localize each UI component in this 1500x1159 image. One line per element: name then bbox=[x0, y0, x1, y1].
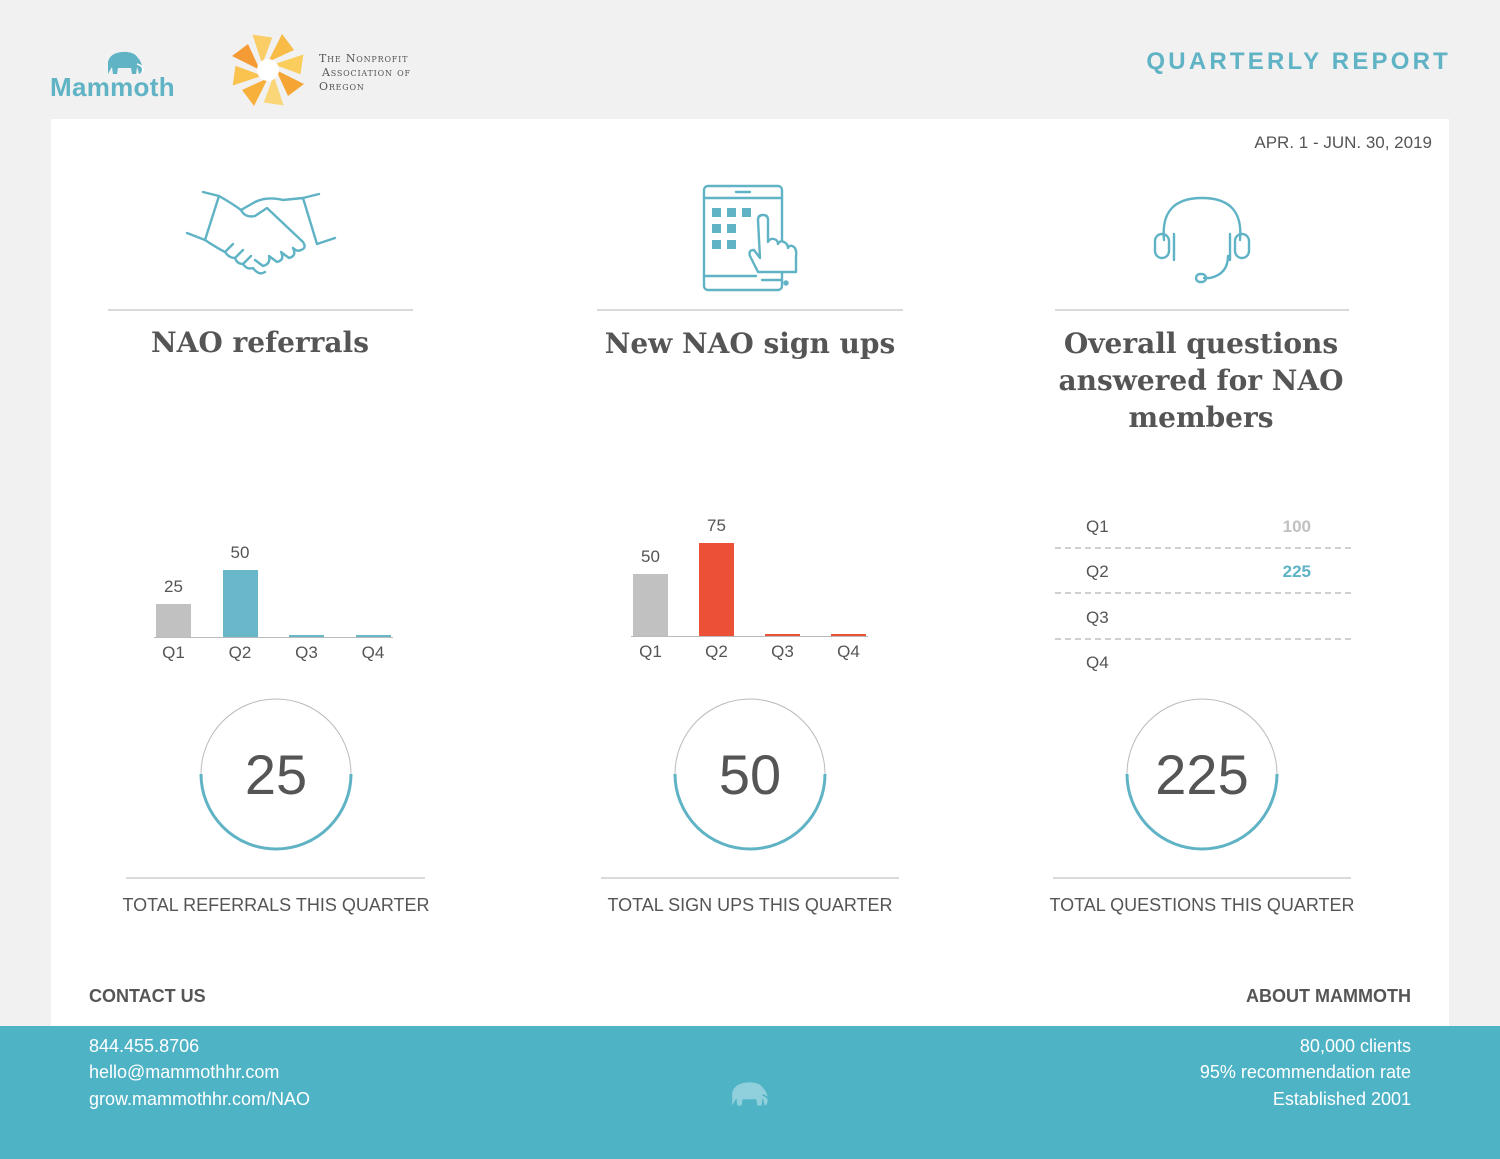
sunburst-petal bbox=[263, 75, 284, 106]
referrals-total-label: TOTAL REFERRALS THIS QUARTER bbox=[122, 895, 430, 915]
signups-total-label: TOTAL SIGN UPS THIS QUARTER bbox=[607, 895, 893, 915]
mammoth-icon bbox=[108, 51, 144, 74]
bar-category-label: Q3 bbox=[295, 643, 318, 662]
divider bbox=[597, 309, 903, 311]
total-ring bbox=[673, 698, 827, 851]
contact-url[interactable]: grow.mammothhr.com/NAO bbox=[89, 1089, 311, 1109]
sunburst-petal bbox=[242, 78, 268, 106]
bar-q2 bbox=[699, 543, 734, 636]
about-established: Established 2001 bbox=[1272, 1089, 1411, 1109]
bar-q4 bbox=[355, 635, 391, 637]
bar-q3 bbox=[765, 634, 800, 636]
partner-name-line: Association of bbox=[322, 66, 411, 79]
tablet-touch-icon bbox=[702, 184, 798, 292]
bar-q4 bbox=[831, 634, 866, 636]
table-quarter-label: Q2 bbox=[1086, 562, 1109, 581]
questions-heading-line: Overall questions bbox=[1063, 327, 1339, 360]
signups-total: 50 bbox=[718, 743, 782, 806]
bar-category-label: Q4 bbox=[837, 642, 860, 661]
bar-category-label: Q2 bbox=[228, 643, 252, 662]
sunburst-petal bbox=[276, 70, 304, 96]
partner-name-line: Oregon bbox=[319, 80, 365, 93]
brand-logo-text: Mammoth bbox=[50, 72, 175, 102]
mammoth-footer-icon bbox=[732, 1082, 770, 1106]
questions-heading: Overall questions answered for NAO membe… bbox=[1040, 325, 1362, 436]
bar-category-label: Q1 bbox=[639, 642, 662, 661]
bar-value-label: 50 bbox=[230, 543, 250, 562]
bar-category-label: Q3 bbox=[771, 642, 794, 661]
contact-title: CONTACT US bbox=[89, 986, 206, 1006]
table-row-divider bbox=[1055, 592, 1351, 594]
bar-category-label: Q4 bbox=[361, 643, 385, 662]
table-row-divider bbox=[1055, 638, 1351, 640]
sunburst-petal bbox=[252, 34, 273, 65]
divider bbox=[126, 877, 425, 879]
divider bbox=[108, 309, 413, 311]
about-recommendation: 95% recommendation rate bbox=[1199, 1062, 1411, 1082]
divider bbox=[601, 877, 899, 879]
sunburst-petal bbox=[268, 34, 294, 62]
table-row-divider bbox=[1055, 547, 1351, 549]
bar-q2 bbox=[222, 570, 258, 637]
bar-category-label: Q1 bbox=[162, 643, 185, 662]
referrals-total: 25 bbox=[244, 743, 308, 806]
contact-email[interactable]: hello@mammothhr.com bbox=[89, 1062, 280, 1082]
sunburst-petal bbox=[232, 65, 263, 86]
signups-heading: New NAO sign ups bbox=[604, 327, 896, 360]
questions-heading-line: members bbox=[1128, 401, 1274, 434]
questions-total-label: TOTAL QUESTIONS THIS QUARTER bbox=[1049, 895, 1355, 915]
table-quarter-label: Q3 bbox=[1086, 608, 1109, 627]
about-title: ABOUT MAMMOTH bbox=[1246, 986, 1411, 1006]
table-quarter-label: Q4 bbox=[1086, 653, 1109, 672]
x-axis bbox=[154, 637, 393, 638]
bar-q3 bbox=[289, 635, 324, 637]
questions-heading-line: answered for NAO bbox=[1058, 364, 1344, 397]
partner-name-line: The Nonprofit bbox=[319, 52, 409, 65]
table-quarter-label: Q1 bbox=[1086, 517, 1109, 536]
table-value: 100 bbox=[1282, 517, 1311, 536]
bar-value-label: 25 bbox=[164, 576, 183, 596]
contact-phone[interactable]: 844.455.8706 bbox=[89, 1036, 200, 1056]
report-card bbox=[51, 119, 1449, 1026]
table-value: 225 bbox=[1282, 562, 1311, 581]
questions-total: 225 bbox=[1155, 743, 1249, 806]
nao-sunburst-logo bbox=[232, 34, 304, 106]
bar-value-label: 75 bbox=[707, 516, 726, 535]
about-clients: 80,000 clients bbox=[1299, 1036, 1411, 1056]
divider bbox=[1053, 877, 1351, 879]
x-axis bbox=[631, 636, 868, 637]
sunburst-petal bbox=[273, 54, 304, 75]
bar-q1 bbox=[156, 603, 191, 637]
bar-value-label: 50 bbox=[641, 547, 660, 566]
total-ring bbox=[1125, 698, 1279, 851]
partner-name: The Nonprofit Association of Oregon bbox=[319, 52, 411, 94]
divider bbox=[1055, 309, 1349, 311]
headset-icon bbox=[1153, 196, 1251, 284]
handshake-icon bbox=[185, 190, 337, 275]
sunburst-petal bbox=[232, 44, 260, 70]
bar-q1 bbox=[633, 574, 668, 636]
bar-category-label: Q2 bbox=[705, 642, 728, 661]
referrals-heading: NAO referrals bbox=[151, 326, 369, 359]
report-title: QUARTERLY REPORT bbox=[1146, 48, 1451, 75]
total-ring bbox=[199, 698, 353, 851]
date-range: APR. 1 - JUN. 30, 2019 bbox=[1254, 133, 1432, 152]
